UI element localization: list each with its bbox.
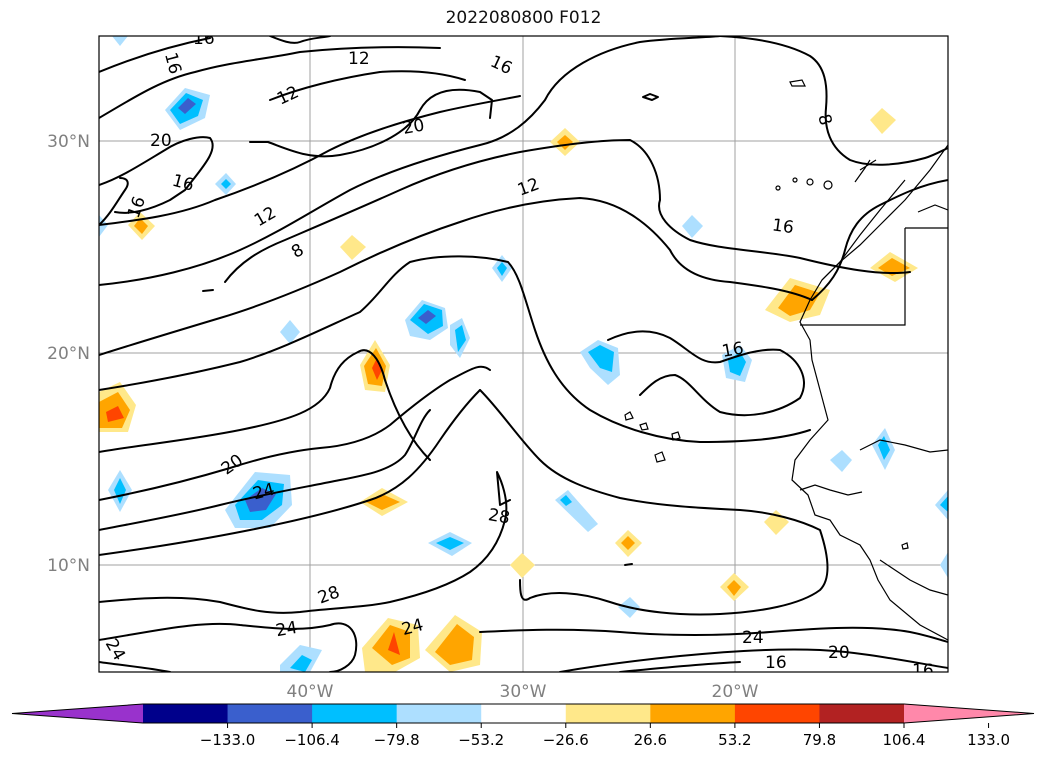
- contour-label: 20: [150, 131, 172, 151]
- positive-blob: [362, 618, 420, 672]
- lon-label: 20°W: [712, 682, 759, 702]
- contour-label: 24: [742, 628, 764, 648]
- contour-label: 24: [274, 618, 299, 641]
- lon-label: 40°W: [287, 682, 334, 702]
- colorbar-segment: [312, 704, 398, 723]
- colorbar-tick-label: −106.4: [284, 731, 340, 749]
- colorbar-tick-label: −79.8: [374, 731, 420, 749]
- positive-blob: [360, 340, 390, 392]
- colorbar-segment: [396, 704, 482, 723]
- negative-blob: [108, 470, 132, 512]
- contour-label: 16: [771, 215, 795, 238]
- contour-label: 8: [813, 112, 835, 128]
- colorbar-tick-label: 79.8: [803, 731, 836, 749]
- colorbar-tick-label: 26.6: [634, 731, 667, 749]
- negative-blob: [280, 645, 322, 672]
- lat-label: 30°N: [47, 132, 90, 152]
- colorbar-segment: [227, 704, 313, 723]
- colorbar-segment: [819, 704, 905, 723]
- contour-label: 20: [828, 643, 850, 663]
- map-frame: [98, 35, 949, 673]
- lat-label: 20°N: [47, 344, 90, 364]
- colorbar-segment: [565, 704, 651, 723]
- contour-lines: [99, 36, 948, 672]
- latitude-labels: 30°N 20°N 10°N: [47, 132, 90, 576]
- colorbar-tick-label: −133.0: [200, 731, 256, 749]
- negative-blob: [872, 428, 895, 470]
- positive-blob: [870, 252, 918, 282]
- positive-blob: [99, 382, 136, 432]
- map-title: 2022080800 F012: [445, 8, 602, 28]
- lon-label: 30°W: [500, 682, 547, 702]
- colorbar-segment: [650, 704, 736, 723]
- colorbar-extend-low: [12, 704, 143, 723]
- colorbar-tick-label: −53.2: [458, 731, 504, 749]
- contour-label: 28: [487, 505, 512, 528]
- contour-label: 16: [720, 338, 745, 361]
- shaded-field: [99, 36, 948, 672]
- negative-blob: [428, 532, 472, 556]
- negative-blob: [935, 490, 948, 520]
- colorbar-outline: [11, 703, 1035, 724]
- positive-blob: [425, 615, 482, 672]
- contour-label: 20: [401, 115, 426, 138]
- colorbar-segment: [143, 704, 229, 723]
- colorbar-segment: [734, 704, 820, 723]
- positive-blob: [765, 278, 830, 322]
- colorbar-segment: [481, 704, 567, 723]
- negative-blob: [165, 88, 210, 130]
- colorbar-extend-high: [904, 704, 1034, 723]
- negative-blob: [405, 300, 470, 358]
- contour-label: 16: [912, 661, 934, 681]
- longitude-labels: 40°W 30°W 20°W: [287, 682, 759, 702]
- negative-blob: [555, 490, 598, 532]
- negative-blob: [580, 340, 620, 385]
- colorbar-tick-label: 53.2: [718, 731, 751, 749]
- contour-label: 16: [193, 29, 215, 49]
- colorbar-tick-label: 133.0: [967, 731, 1010, 749]
- colorbar-tick-label: 106.4: [883, 731, 926, 749]
- colorbar-tick-label: −26.6: [543, 731, 589, 749]
- colorbar: −133.0 −106.4 −79.8 −53.2 −26.6 26.6 53.2 79.8 1…: [11, 703, 1035, 749]
- coastlines: [624, 79, 948, 641]
- contour-label: 12: [348, 49, 370, 69]
- lat-label: 10°N: [47, 556, 90, 576]
- contour-label: 16: [765, 653, 787, 673]
